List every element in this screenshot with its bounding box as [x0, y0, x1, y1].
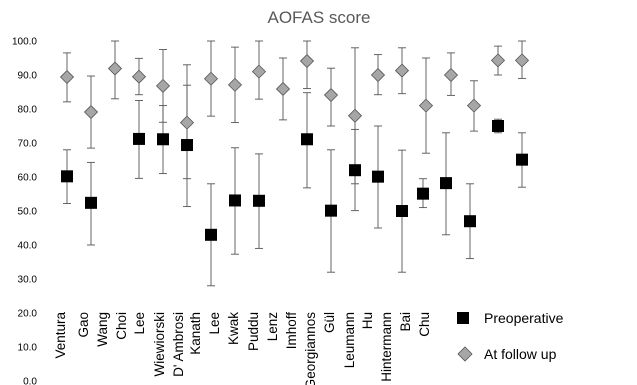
category-label: Lee: [132, 312, 147, 335]
follow-up-marker: [155, 78, 171, 93]
follow-up-marker: [83, 104, 99, 120]
legend-label-preoperative: Preoperative: [484, 310, 564, 326]
preoperative-marker: [85, 196, 97, 209]
category-label: Bai: [398, 312, 413, 332]
y-tick-label: 20.0: [18, 309, 38, 320]
follow-up-marker: [59, 69, 75, 85]
preoperative-marker: [396, 205, 408, 217]
follow-up-marker: [227, 77, 243, 92]
error-bars: [63, 40, 526, 287]
preoperative-marker: [325, 204, 337, 217]
preoperative-marker: [417, 187, 429, 200]
category-label: Gül: [322, 312, 337, 333]
category-label: Imhoff: [284, 312, 299, 350]
preoperative-marker: [157, 133, 169, 146]
category-label: Ventura: [53, 312, 68, 359]
y-tick-label: 80.0: [18, 105, 38, 116]
follow-up-marker: [370, 67, 386, 83]
follow-up-marker: [443, 67, 459, 83]
category-label: D' Ambrosi: [171, 312, 186, 377]
preoperative-marker: [253, 194, 265, 207]
legend-square-marker: [457, 312, 469, 324]
category-labels: Ventura Gao Wang Choi Lee Wiewiorski D' Ambros…: [53, 312, 432, 385]
category-label: Chu: [417, 312, 432, 337]
preoperative-marker: [492, 120, 504, 132]
y-tick-label: 0.0: [23, 377, 37, 385]
follow-up-marker: [394, 63, 410, 78]
follow-up-series: [59, 53, 530, 130]
preoperative-marker: [464, 215, 476, 228]
y-axis: 0.0 10.0 20.0 30.0 40.0 50.0 60.0 70.0 80.0 90.0 1…: [12, 37, 37, 385]
follow-up-marker: [490, 53, 506, 68]
preoperative-marker: [205, 228, 217, 241]
category-label: Leumann: [342, 312, 357, 368]
preoperative-marker: [133, 132, 145, 145]
preoperative-marker: [229, 194, 241, 207]
category-label: Kwak: [226, 312, 241, 345]
follow-up-marker: [203, 71, 219, 86]
y-tick-label: 90.0: [18, 71, 38, 82]
follow-up-marker: [418, 98, 434, 113]
preoperative-marker: [516, 153, 528, 166]
follow-up-marker: [347, 108, 363, 123]
category-label: Wiewiorski: [152, 312, 167, 377]
category-label: Hintermann: [379, 312, 394, 382]
follow-up-marker: [323, 87, 339, 103]
follow-up-marker: [275, 81, 291, 97]
y-tick-label: 70.0: [18, 139, 38, 150]
y-tick-label: 50.0: [18, 207, 38, 218]
preoperative-marker: [349, 164, 361, 177]
category-label: Gao: [76, 312, 91, 338]
follow-up-marker: [299, 53, 315, 69]
category-label: Choi: [114, 312, 129, 340]
y-tick-label: 10.0: [18, 343, 38, 354]
y-tick-label: 40.0: [18, 241, 38, 252]
chart-title: AOFAS score: [268, 8, 371, 27]
y-tick-label: 30.0: [18, 275, 38, 286]
category-label: Kanath: [188, 312, 203, 355]
follow-up-marker: [514, 53, 530, 68]
y-tick-label: 100.0: [12, 37, 37, 48]
preoperative-marker: [301, 133, 313, 146]
follow-up-marker: [107, 61, 123, 76]
preoperative-marker: [440, 177, 452, 190]
legend: Preoperative At follow up: [457, 310, 564, 362]
preoperative-series: [61, 120, 528, 241]
follow-up-marker: [131, 69, 147, 84]
preoperative-marker: [61, 170, 73, 183]
category-label: Lee: [207, 312, 222, 335]
category-label: Hu: [360, 312, 375, 329]
preoperative-marker: [372, 170, 384, 183]
category-label: Puddu: [246, 312, 261, 351]
follow-up-marker: [179, 115, 195, 130]
category-label: Lenz: [265, 312, 280, 342]
y-tick-label: 60.0: [18, 173, 38, 184]
preoperative-marker: [181, 139, 193, 152]
legend-diamond-marker: [457, 346, 473, 362]
legend-item-preoperative: Preoperative: [457, 310, 564, 326]
category-label: Georgiannos: [303, 312, 318, 385]
legend-label-at-follow-up: At follow up: [484, 346, 557, 362]
legend-item-follow-up: At follow up: [457, 346, 557, 362]
follow-up-marker: [251, 64, 267, 79]
category-label: Wang: [95, 312, 110, 347]
follow-up-marker: [466, 98, 482, 113]
